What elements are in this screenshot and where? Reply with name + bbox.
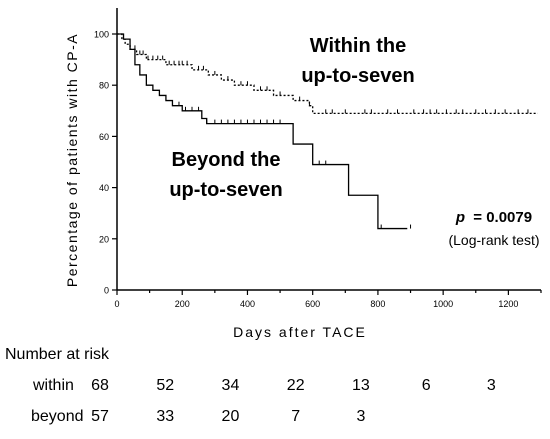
risk-value: 33 (156, 408, 175, 425)
y-tick-label: 80 (99, 81, 109, 91)
p-value-annotation: p = 0.0079 (455, 209, 532, 226)
x-tick-label: 1000 (433, 299, 453, 309)
p-number: = 0.0079 (473, 209, 532, 226)
beyond-annotation-line2: up-to-seven (169, 179, 282, 201)
risk-row-label: beyond (31, 408, 84, 425)
risk-value: 3 (356, 408, 366, 425)
risk-value: 6 (421, 377, 431, 394)
x-tick-label: 600 (305, 299, 320, 309)
x-tick-label: 200 (175, 299, 190, 309)
risk-value: 7 (291, 408, 301, 425)
risk-value: 68 (91, 377, 109, 394)
risk-row-label: within (33, 377, 74, 394)
risk-row-beyond: beyond 57 33 20 7 3 (0, 408, 550, 432)
p-symbol: p (455, 209, 465, 226)
x-tick-label: 800 (370, 299, 385, 309)
risk-table-title: Number at risk (5, 346, 110, 363)
y-tick-label: 20 (99, 234, 109, 244)
y-tick-label: 40 (99, 183, 109, 193)
x-tick-label: 400 (240, 299, 255, 309)
y-tick-label: 100 (94, 30, 109, 40)
risk-value: 3 (486, 377, 496, 394)
within-annotation-line2: up-to-seven (301, 65, 414, 87)
y-tick-label: 0 (104, 286, 109, 296)
x-tick-label: 0 (114, 299, 119, 309)
risk-value: 52 (156, 377, 175, 394)
x-axis-label: Days after TACE (233, 324, 367, 340)
risk-row-within: within 68 52 34 22 13 6 3 (0, 377, 550, 401)
risk-value: 57 (91, 408, 109, 425)
y-tick-label: 60 (99, 132, 109, 142)
risk-value: 13 (352, 377, 370, 394)
within-annotation-line1: Within the (310, 35, 406, 57)
risk-value: 34 (221, 377, 240, 394)
risk-value: 20 (221, 408, 240, 425)
series-layer (117, 33, 538, 230)
y-axis-label: Percentage of patients with CP-A (64, 33, 80, 287)
beyond-survival-curve (117, 33, 408, 230)
x-tick-label: 1200 (498, 299, 518, 309)
risk-value: 22 (286, 377, 305, 394)
test-annotation: (Log-rank test) (448, 232, 539, 248)
beyond-annotation-line1: Beyond the (172, 149, 281, 171)
